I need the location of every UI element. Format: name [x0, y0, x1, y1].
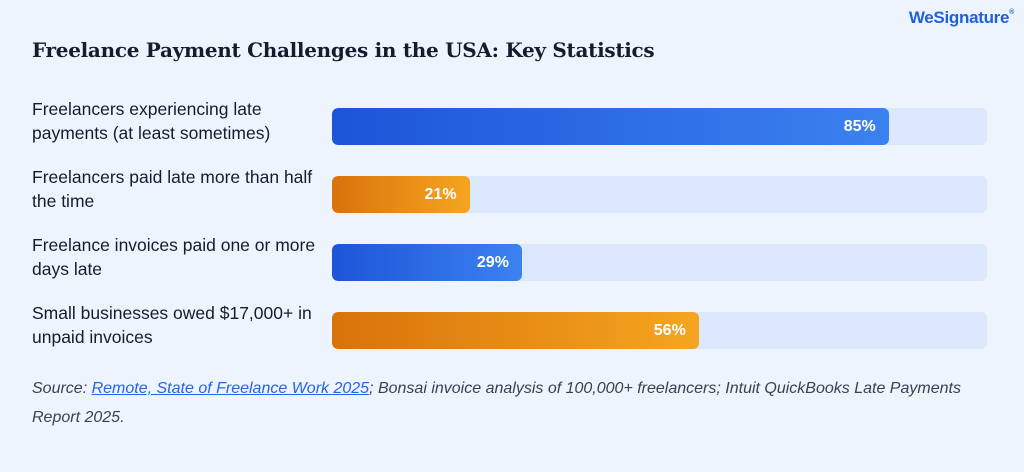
bar-category-label: Freelancers experiencing late payments (… — [32, 99, 271, 143]
bar-track: 21% — [332, 176, 987, 213]
source-link[interactable]: Remote, State of Freelance Work 2025 — [91, 380, 370, 397]
bar-track: 56% — [332, 312, 987, 349]
bar-track: 29% — [332, 244, 987, 281]
chart-title: Freelance Payment Challenges in the USA:… — [32, 38, 655, 62]
bar-category-label: Freelancers paid late more than half the… — [32, 167, 313, 211]
bar: 21% — [332, 176, 470, 213]
bar-row: Freelance invoices paid one or more days… — [32, 233, 992, 301]
bar-value-label: 21% — [424, 186, 457, 203]
source-suffix: ; Bonsai invoice analysis of 100,000+ fr… — [32, 380, 961, 426]
bar-track: 85% — [332, 108, 987, 145]
source-note: Source: Remote, State of Freelance Work … — [32, 374, 997, 432]
bar-chart: Freelancers experiencing late payments (… — [32, 97, 992, 369]
bar-category-label: Freelance invoices paid one or more days… — [32, 235, 316, 279]
bar-value-label: 56% — [653, 322, 686, 339]
bar: 29% — [332, 244, 522, 281]
registered-mark: ® — [1009, 9, 1014, 16]
bar-value-label: 29% — [476, 254, 509, 271]
bar-row: Small businesses owed $17,000+ in unpaid… — [32, 301, 992, 369]
bar-row: Freelancers paid late more than half the… — [32, 165, 992, 233]
bar-row: Freelancers experiencing late payments (… — [32, 97, 992, 165]
brand-logo: WeSignature® — [909, 8, 1014, 28]
brand-name: WeSignature — [908, 8, 1010, 27]
bar-category-label: Small businesses owed $17,000+ in unpaid… — [32, 303, 312, 347]
source-prefix: Source: — [32, 380, 92, 397]
bar: 85% — [332, 108, 889, 145]
bar: 56% — [332, 312, 699, 349]
bar-value-label: 85% — [843, 118, 876, 135]
